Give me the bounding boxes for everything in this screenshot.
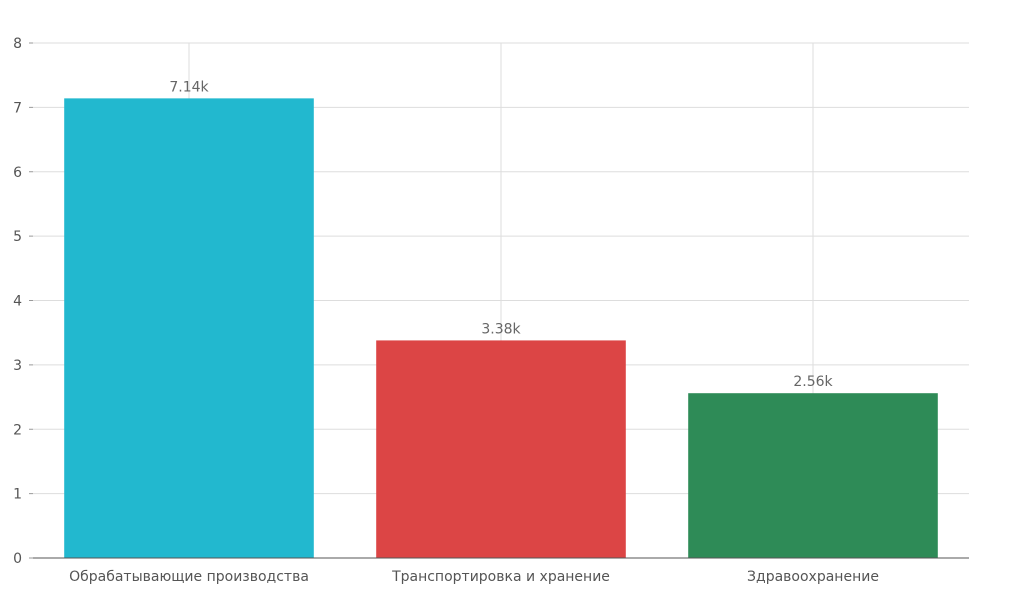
y-tick-label: 2 bbox=[13, 422, 22, 438]
data-label-2: 3.38k bbox=[481, 321, 521, 337]
y-tick-label: 0 bbox=[13, 551, 22, 567]
y-tick-label: 6 bbox=[13, 165, 22, 181]
y-tick-label: 1 bbox=[13, 487, 22, 503]
data-label-3: 2.56k bbox=[793, 374, 833, 390]
data-label-1: 7.14k bbox=[169, 79, 209, 95]
x-category-label-1: Обрабатывающие производства bbox=[69, 569, 309, 585]
bar-1[interactable] bbox=[64, 98, 314, 559]
x-category-label-2: Транспортировка и хранение bbox=[391, 569, 610, 585]
y-tick-label: 3 bbox=[13, 358, 22, 374]
y-tick-label: 4 bbox=[13, 294, 22, 310]
y-tick-label: 5 bbox=[13, 229, 22, 245]
bar-3[interactable] bbox=[688, 393, 938, 558]
axes bbox=[29, 42, 969, 559]
y-tick-label: 7 bbox=[13, 100, 22, 116]
y-tick-label: 8 bbox=[13, 36, 22, 52]
bar-2[interactable] bbox=[376, 340, 626, 558]
x-category-label-3: Здравоохранение bbox=[747, 569, 879, 585]
bars bbox=[64, 98, 938, 559]
labels: 0 1 2 3 4 5 6 7 8 7.14k Обрабатывающие производств… bbox=[13, 36, 879, 585]
